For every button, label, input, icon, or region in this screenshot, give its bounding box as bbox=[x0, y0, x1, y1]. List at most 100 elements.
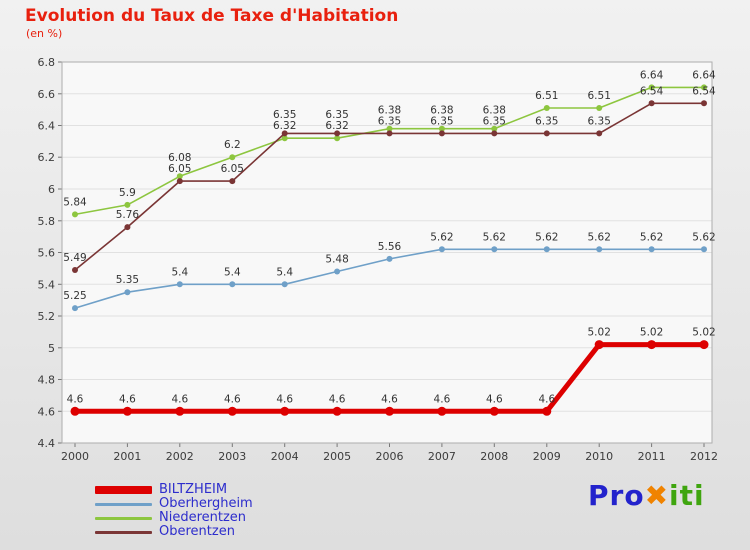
axis-ticks: 4.4 4.6 4.8 5 5.2 5.4 5.6 5.8 6 6.2 6.4 6.6 6.8 2000 2… bbox=[38, 56, 719, 463]
svg-text:2010: 2010 bbox=[585, 450, 613, 463]
svg-text:6.38: 6.38 bbox=[378, 104, 401, 116]
svg-text:5.48: 5.48 bbox=[325, 254, 348, 266]
svg-text:5.4: 5.4 bbox=[276, 266, 293, 278]
svg-text:5.9: 5.9 bbox=[119, 187, 136, 199]
legend-swatch bbox=[95, 530, 152, 534]
legend-item: Niederentzen bbox=[95, 511, 253, 525]
svg-text:6.35: 6.35 bbox=[378, 115, 401, 127]
svg-text:4.4: 4.4 bbox=[38, 437, 56, 450]
svg-text:6.2: 6.2 bbox=[224, 139, 241, 151]
logo-x-icon: ✖ bbox=[644, 479, 670, 512]
legend-item-label: Oberentzen bbox=[159, 524, 235, 539]
svg-text:2006: 2006 bbox=[376, 450, 404, 463]
svg-text:5.62: 5.62 bbox=[640, 231, 663, 243]
svg-text:6.05: 6.05 bbox=[221, 163, 244, 175]
series-oberhergheim bbox=[72, 246, 707, 312]
svg-text:5.25: 5.25 bbox=[63, 290, 86, 302]
legend-item-label: Niederentzen bbox=[159, 510, 247, 525]
svg-text:6.35: 6.35 bbox=[325, 109, 348, 121]
svg-text:4.6: 4.6 bbox=[276, 393, 293, 405]
svg-text:5.49: 5.49 bbox=[63, 252, 86, 264]
point-labels: 4.65.255.495.844.65.355.765.94.65.46.056… bbox=[63, 69, 716, 405]
svg-text:5.02: 5.02 bbox=[692, 327, 715, 339]
svg-text:5.02: 5.02 bbox=[588, 327, 611, 339]
svg-text:4.6: 4.6 bbox=[486, 393, 503, 405]
svg-text:4.6: 4.6 bbox=[434, 393, 451, 405]
svg-text:4.8: 4.8 bbox=[38, 374, 56, 387]
legend-item: BILTZHEIM bbox=[95, 483, 253, 497]
svg-text:2011: 2011 bbox=[638, 450, 666, 463]
svg-text:5.62: 5.62 bbox=[430, 231, 453, 243]
logo-part-iti: iti bbox=[669, 479, 705, 512]
svg-text:6.8: 6.8 bbox=[38, 56, 56, 69]
svg-text:4.6: 4.6 bbox=[171, 393, 188, 405]
svg-text:2004: 2004 bbox=[271, 450, 299, 463]
svg-text:6.08: 6.08 bbox=[168, 152, 191, 164]
svg-text:6.38: 6.38 bbox=[430, 104, 453, 116]
legend-swatch bbox=[95, 516, 152, 520]
legend-item: Oberentzen bbox=[95, 525, 253, 539]
svg-text:5.4: 5.4 bbox=[38, 278, 56, 291]
plot-border bbox=[61, 61, 713, 444]
svg-text:6.64: 6.64 bbox=[692, 69, 716, 81]
svg-text:6.35: 6.35 bbox=[588, 115, 611, 127]
svg-text:6: 6 bbox=[48, 183, 55, 196]
svg-text:2000: 2000 bbox=[61, 450, 89, 463]
series-niederentzen bbox=[72, 84, 707, 218]
svg-text:6.32: 6.32 bbox=[273, 120, 296, 132]
svg-text:5.6: 5.6 bbox=[38, 247, 56, 260]
series-oberentzen bbox=[72, 100, 707, 273]
svg-text:5.8: 5.8 bbox=[38, 215, 56, 228]
svg-text:6.64: 6.64 bbox=[640, 69, 664, 81]
svg-text:2005: 2005 bbox=[323, 450, 351, 463]
legend-item-label: BILTZHEIM bbox=[159, 482, 228, 497]
chart-legend: BILTZHEIM Oberhergheim Niederentzen Oberent… bbox=[95, 483, 253, 539]
svg-text:2002: 2002 bbox=[166, 450, 194, 463]
svg-text:5.4: 5.4 bbox=[224, 266, 241, 278]
proxiti-logo: Pro✖iti bbox=[588, 479, 705, 512]
svg-text:6.4: 6.4 bbox=[38, 120, 56, 133]
svg-text:6.51: 6.51 bbox=[535, 90, 558, 102]
svg-text:5.62: 5.62 bbox=[588, 231, 611, 243]
svg-text:6.35: 6.35 bbox=[535, 115, 558, 127]
svg-text:5: 5 bbox=[48, 342, 55, 355]
svg-text:5.4: 5.4 bbox=[171, 266, 188, 278]
svg-text:2012: 2012 bbox=[690, 450, 718, 463]
svg-text:5.35: 5.35 bbox=[116, 274, 139, 286]
svg-text:5.2: 5.2 bbox=[38, 310, 56, 323]
svg-text:5.02: 5.02 bbox=[640, 327, 663, 339]
legend-item-label: Oberhergheim bbox=[159, 496, 253, 511]
legend-swatch bbox=[95, 486, 152, 494]
svg-text:6.6: 6.6 bbox=[38, 88, 56, 101]
svg-text:2007: 2007 bbox=[428, 450, 456, 463]
svg-text:6.35: 6.35 bbox=[273, 109, 296, 121]
svg-text:5.62: 5.62 bbox=[483, 231, 506, 243]
svg-text:5.62: 5.62 bbox=[535, 231, 558, 243]
legend-swatch bbox=[95, 502, 152, 506]
svg-text:4.6: 4.6 bbox=[67, 393, 84, 405]
svg-text:5.56: 5.56 bbox=[378, 241, 402, 253]
svg-text:5.84: 5.84 bbox=[63, 196, 87, 208]
svg-text:6.32: 6.32 bbox=[325, 120, 348, 132]
svg-text:4.6: 4.6 bbox=[38, 405, 56, 418]
svg-text:6.35: 6.35 bbox=[430, 115, 453, 127]
svg-text:2009: 2009 bbox=[533, 450, 561, 463]
svg-text:2008: 2008 bbox=[480, 450, 508, 463]
svg-text:5.62: 5.62 bbox=[692, 231, 715, 243]
svg-text:6.54: 6.54 bbox=[692, 85, 716, 97]
svg-text:2001: 2001 bbox=[113, 450, 141, 463]
svg-text:6.2: 6.2 bbox=[38, 151, 56, 164]
logo-part-pro: Pro bbox=[588, 479, 645, 512]
svg-text:2003: 2003 bbox=[218, 450, 246, 463]
svg-text:5.76: 5.76 bbox=[116, 209, 140, 221]
svg-text:6.38: 6.38 bbox=[483, 104, 506, 116]
svg-text:6.35: 6.35 bbox=[483, 115, 506, 127]
svg-text:6.51: 6.51 bbox=[588, 90, 611, 102]
svg-text:6.54: 6.54 bbox=[640, 85, 664, 97]
svg-text:4.6: 4.6 bbox=[329, 393, 346, 405]
page-subtitle: (en %) bbox=[26, 27, 63, 40]
svg-text:6.05: 6.05 bbox=[168, 163, 191, 175]
svg-text:4.6: 4.6 bbox=[224, 393, 241, 405]
